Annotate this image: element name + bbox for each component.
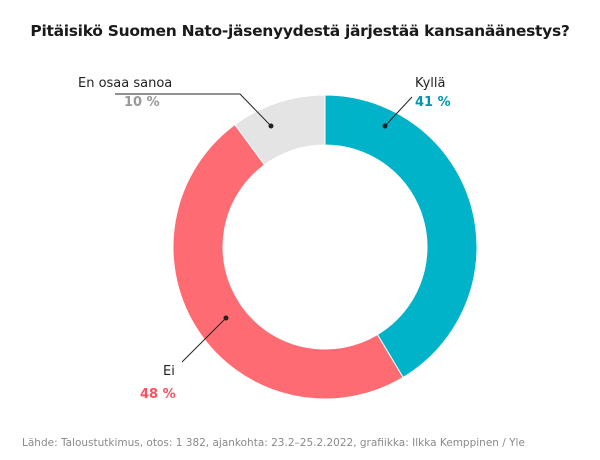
leader-kylla-dot bbox=[382, 123, 388, 129]
value-kylla: 41 % bbox=[415, 95, 451, 110]
chart-title: Pitäisikö Suomen Nato-jäsenyydestä järje… bbox=[30, 22, 570, 40]
slice-kyll- bbox=[324, 94, 478, 379]
leader-en-osaa-sanoa-dot bbox=[268, 123, 274, 129]
leader-ei bbox=[181, 317, 227, 363]
value-ei: 48 % bbox=[140, 387, 176, 402]
leader-ei-dot bbox=[223, 315, 229, 321]
label-ei: Ei bbox=[163, 364, 175, 379]
slice-ei bbox=[172, 123, 404, 400]
leader-en-osaa-sanoa bbox=[115, 93, 272, 127]
value-en-osaa-sanoa: 10 % bbox=[124, 95, 160, 110]
label-en-osaa-sanoa: En osaa sanoa bbox=[78, 76, 173, 91]
source-note: Lähde: Taloustutkimus, otos: 1 382, ajan… bbox=[22, 437, 525, 449]
label-kylla: Kyllä bbox=[415, 76, 446, 91]
leader-kylla bbox=[384, 96, 413, 127]
